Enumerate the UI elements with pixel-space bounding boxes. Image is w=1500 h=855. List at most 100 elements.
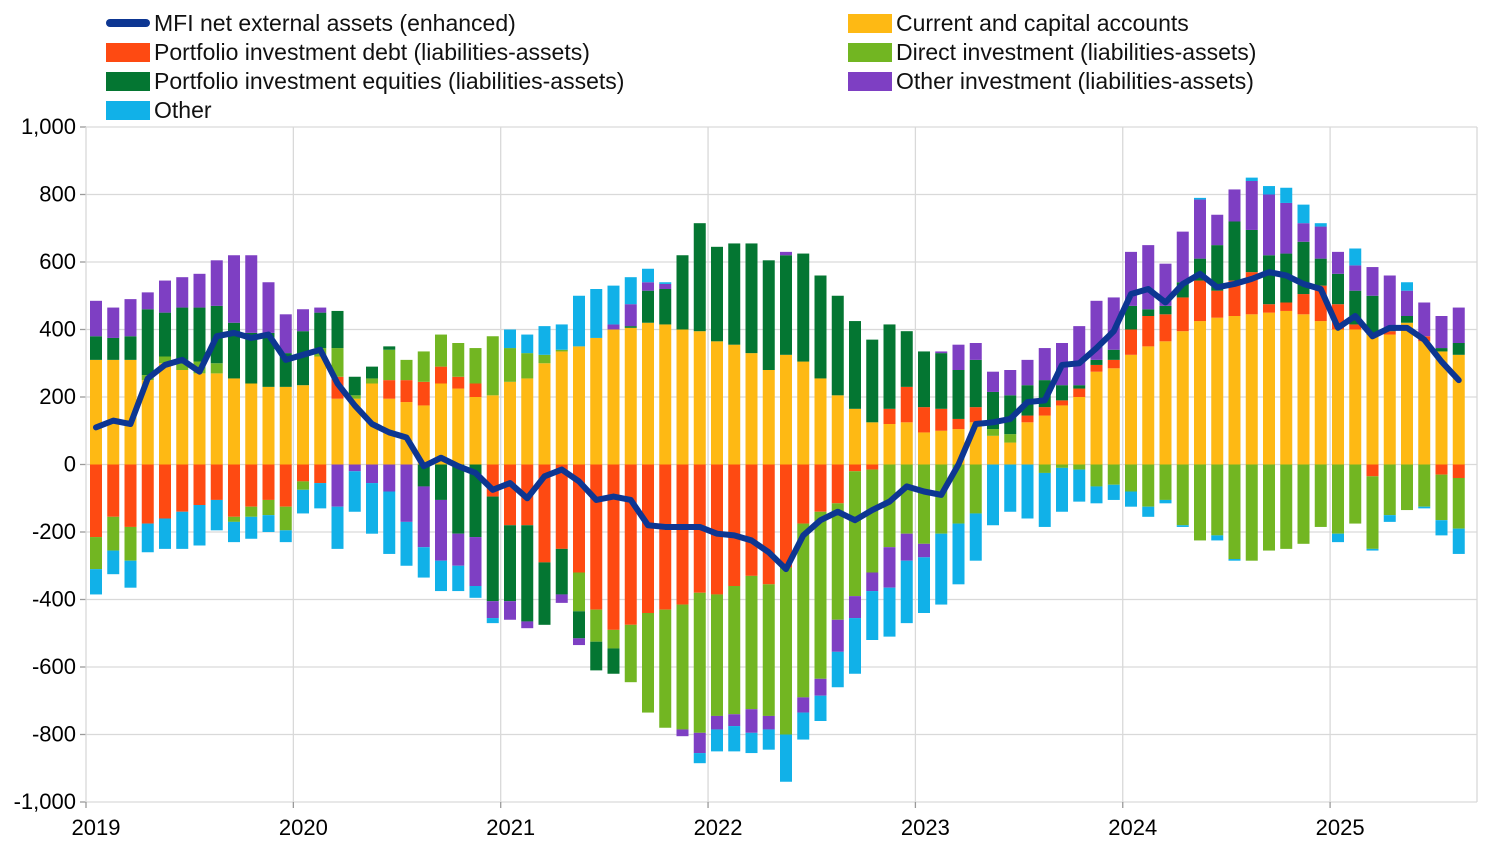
bar-segment xyxy=(1418,302,1431,337)
bar-segment xyxy=(141,292,154,310)
bar-segment xyxy=(210,363,223,374)
bar-segment xyxy=(780,464,792,568)
bar-segment xyxy=(624,464,637,625)
x-tick-label: 2020 xyxy=(279,815,328,840)
bar-segment xyxy=(176,307,189,360)
bar-segment xyxy=(1401,282,1413,291)
y-tick-label: -400 xyxy=(32,587,76,612)
bar-segment xyxy=(573,346,585,465)
bar-segment xyxy=(1228,316,1241,465)
bar-segment xyxy=(1107,368,1120,465)
bar-segment xyxy=(176,277,189,308)
bar-segment xyxy=(400,402,413,465)
bar-segment xyxy=(728,726,741,752)
x-tick-label: 2019 xyxy=(72,815,121,840)
bar-segment xyxy=(573,638,585,646)
bar-segment xyxy=(780,255,792,355)
bar-segment xyxy=(469,397,482,465)
legend-label: Other investment (liabilities-assets) xyxy=(896,67,1254,94)
bar-segment xyxy=(693,223,706,332)
bar-segment xyxy=(711,729,723,752)
bar-segment xyxy=(607,648,620,674)
bar-segment xyxy=(1056,385,1068,401)
bar-segment xyxy=(348,395,361,399)
bar-segment xyxy=(1211,464,1224,536)
bar-segment xyxy=(866,469,879,573)
legend-color-swatch xyxy=(106,42,150,62)
bar-segment xyxy=(348,464,361,472)
bar-segment xyxy=(814,378,827,465)
bar-segment xyxy=(90,300,102,337)
bar-segment xyxy=(1435,351,1448,465)
bar-segment xyxy=(469,383,482,397)
bar-segment xyxy=(1021,464,1034,519)
bar-segment xyxy=(1332,533,1344,543)
bar-segment xyxy=(1228,221,1241,281)
bar-segment xyxy=(1366,267,1379,296)
bar-segment xyxy=(107,516,120,551)
y-tick-label: -1,000 xyxy=(14,789,76,814)
bar-segment xyxy=(1383,464,1396,516)
bar-segment xyxy=(728,464,741,586)
bar-segment xyxy=(417,486,430,548)
bar-segment xyxy=(521,621,534,629)
bar-segment xyxy=(987,435,999,465)
bar-segment xyxy=(331,310,344,349)
bar-segment xyxy=(1452,464,1465,478)
bar-segment xyxy=(176,511,189,549)
bar-segment xyxy=(935,464,948,534)
bar-segment xyxy=(469,586,482,598)
bar-segment xyxy=(952,370,965,419)
bar-segment xyxy=(521,525,534,622)
bar-segment xyxy=(1401,316,1413,323)
bar-segment xyxy=(504,601,516,620)
bar-segment xyxy=(1159,499,1172,504)
bar-segment xyxy=(469,537,482,586)
bar-segment xyxy=(538,464,551,563)
bar-segment xyxy=(159,312,171,357)
bar-segment xyxy=(210,373,223,465)
bar-segment xyxy=(245,332,258,384)
bar-segment xyxy=(176,464,189,512)
bar-segment xyxy=(245,383,258,465)
bar-segment xyxy=(1314,223,1327,227)
bar-segment xyxy=(193,307,206,362)
bar-segment xyxy=(245,516,258,539)
bar-segment xyxy=(555,548,568,595)
x-tick-label: 2024 xyxy=(1108,815,1157,840)
bar-segment xyxy=(555,594,568,603)
bar-segment xyxy=(1004,395,1017,435)
bar-segment xyxy=(918,464,930,544)
legend-item: Direct investment (liabilities-assets) xyxy=(848,39,1256,65)
bar-segment xyxy=(1038,407,1051,416)
bar-segment xyxy=(1280,464,1293,549)
bar-segment xyxy=(1125,329,1137,355)
bar-segment xyxy=(1176,297,1189,332)
bar-segment xyxy=(1314,258,1327,286)
bar-segment xyxy=(1125,305,1137,330)
bar-segment xyxy=(486,601,499,619)
bar-segment xyxy=(193,273,206,308)
bar-segment xyxy=(314,483,327,509)
legend-label: Other xyxy=(154,96,212,123)
bar-segment xyxy=(1263,312,1275,465)
bar-segment xyxy=(1332,464,1344,534)
bar-segment xyxy=(124,336,137,360)
bar-segment xyxy=(1228,464,1241,559)
bar-segment xyxy=(659,282,672,284)
legend-color-swatch xyxy=(848,71,892,91)
bar-segment xyxy=(797,712,810,740)
bar-segment xyxy=(1366,464,1379,477)
bar-segment xyxy=(107,464,120,517)
bar-segment xyxy=(486,618,499,624)
bar-segment xyxy=(1228,559,1241,561)
bar-segment xyxy=(159,356,171,364)
bar-segment xyxy=(262,282,275,333)
bar-segment xyxy=(262,464,275,500)
bar-segment xyxy=(1452,343,1465,355)
bar-segment xyxy=(383,349,396,381)
legend-item: Portfolio investment debt (liabilities-a… xyxy=(106,39,590,65)
bar-segment xyxy=(452,376,465,389)
bar-segment xyxy=(866,572,879,592)
bar-segment xyxy=(124,464,137,527)
